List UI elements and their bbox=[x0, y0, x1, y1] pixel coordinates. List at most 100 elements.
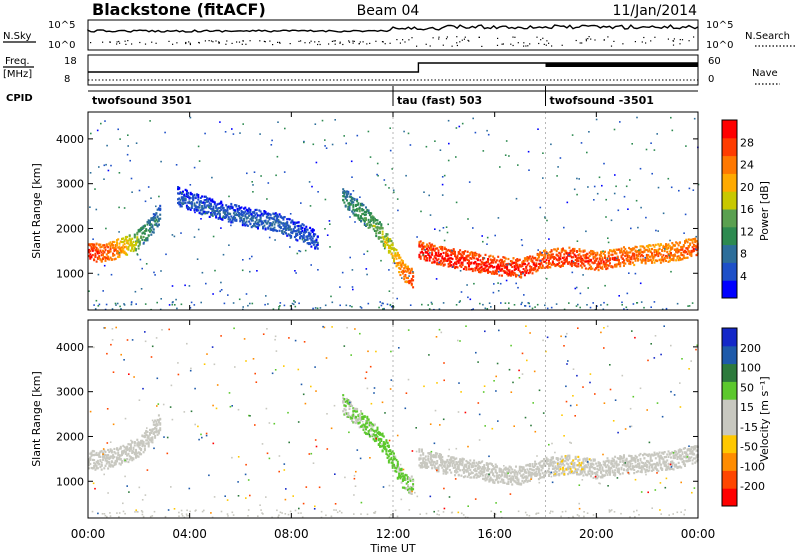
heatmap-cell bbox=[310, 241, 313, 244]
heatmap-cell bbox=[365, 268, 368, 270]
heatmap-cell bbox=[204, 195, 207, 198]
heatmap-cell bbox=[639, 249, 642, 252]
heatmap-cell bbox=[583, 256, 586, 259]
heatmap-cell bbox=[515, 477, 517, 480]
heatmap-cell bbox=[583, 470, 586, 473]
heatmap-cell bbox=[393, 259, 395, 262]
heatmap-cell bbox=[512, 477, 515, 480]
heatmap-cell bbox=[145, 433, 148, 436]
heatmap-cell bbox=[508, 302, 510, 304]
heatmap-cell bbox=[578, 249, 581, 252]
heatmap-cell bbox=[273, 226, 276, 229]
heatmap-cell bbox=[118, 455, 121, 458]
heatmap-cell bbox=[482, 471, 484, 474]
heatmap-cell bbox=[604, 250, 606, 253]
heatmap-cell bbox=[132, 240, 135, 243]
heatmap-cell bbox=[217, 217, 220, 220]
heatmap-cell bbox=[484, 475, 487, 478]
heatmap-cell bbox=[282, 218, 285, 221]
heatmap-cell bbox=[657, 252, 660, 256]
heatmap-cell bbox=[661, 256, 664, 259]
heatmap-cell bbox=[550, 256, 553, 259]
heatmap-cell bbox=[562, 470, 564, 473]
heatmap-cell bbox=[587, 186, 589, 188]
heatmap-cell bbox=[670, 258, 672, 261]
heatmap-cell bbox=[487, 466, 489, 469]
heatmap-cell bbox=[371, 433, 374, 436]
heatmap-cell bbox=[598, 253, 601, 256]
nsearch-point bbox=[188, 41, 190, 43]
heatmap-cell bbox=[572, 250, 575, 253]
heatmap-cell bbox=[502, 260, 505, 264]
heatmap-cell bbox=[470, 251, 473, 254]
heatmap-cell bbox=[193, 203, 196, 207]
heatmap-cell bbox=[403, 486, 406, 489]
heatmap-cell bbox=[645, 148, 648, 151]
heatmap-cell bbox=[107, 246, 110, 249]
heatmap-cell bbox=[572, 471, 575, 475]
heatmap-cell bbox=[617, 209, 620, 212]
heatmap-cell bbox=[279, 221, 282, 224]
heatmap-cell bbox=[441, 455, 444, 459]
cpid-segments: twofsound 3501 tau (fast) 503 twofsound -3… bbox=[88, 86, 698, 107]
heatmap-cell bbox=[412, 483, 415, 486]
heatmap-cell bbox=[494, 463, 497, 466]
heatmap-cell bbox=[590, 253, 592, 256]
heatmap-cell bbox=[213, 203, 216, 206]
heatmap-cell bbox=[379, 301, 381, 303]
heatmap-cell bbox=[422, 252, 425, 255]
heatmap-cell bbox=[93, 246, 96, 250]
nsearch-point bbox=[212, 41, 214, 43]
heatmap-cell bbox=[258, 220, 261, 223]
heatmap-cell bbox=[112, 455, 115, 458]
heatmap-cell bbox=[473, 257, 476, 260]
heatmap-cell bbox=[259, 133, 261, 135]
heatmap-cell bbox=[482, 466, 484, 469]
heatmap-cell bbox=[251, 302, 254, 305]
heatmap-cell bbox=[231, 218, 234, 222]
heatmap-cell bbox=[296, 239, 299, 242]
heatmap-cell bbox=[156, 301, 158, 304]
heatmap-cell bbox=[597, 269, 600, 272]
heatmap-cell bbox=[293, 230, 296, 233]
heatmap-cell bbox=[309, 232, 312, 235]
heatmap-cell bbox=[573, 462, 576, 465]
heatmap-cell bbox=[581, 258, 584, 262]
heatmap-cell bbox=[154, 216, 157, 219]
heatmap-cell bbox=[260, 223, 263, 226]
heatmap-cell bbox=[532, 257, 535, 260]
heatmap-cell bbox=[302, 236, 305, 239]
heatmap-cell bbox=[385, 450, 388, 453]
heatmap-cell bbox=[604, 256, 606, 259]
heatmap-cell bbox=[632, 303, 635, 305]
heatmap-cell bbox=[357, 217, 360, 220]
heatmap-cell bbox=[96, 129, 99, 132]
heatmap-cell bbox=[138, 243, 141, 246]
heatmap-cell bbox=[110, 464, 113, 467]
heatmap-cell bbox=[524, 305, 527, 307]
heatmap-cell bbox=[312, 243, 315, 246]
heatmap-cell bbox=[471, 267, 474, 271]
heatmap-cell bbox=[455, 262, 458, 265]
heatmap-cell bbox=[442, 469, 445, 473]
heatmap-cell bbox=[437, 253, 440, 256]
heatmap-cell bbox=[466, 284, 468, 286]
heatmap-cell bbox=[485, 477, 488, 480]
heatmap-cell bbox=[509, 472, 512, 475]
heatmap-cell bbox=[532, 269, 535, 272]
heatmap-cell bbox=[143, 447, 146, 450]
heatmap-cell bbox=[553, 467, 556, 470]
heatmap-cell bbox=[193, 304, 196, 306]
heatmap-cell bbox=[564, 467, 567, 470]
heatmap-cell bbox=[626, 258, 629, 261]
heatmap-cell bbox=[289, 237, 292, 239]
heatmap-cell bbox=[428, 242, 431, 245]
heatmap-cell bbox=[253, 224, 256, 227]
heatmap-cell bbox=[576, 177, 578, 180]
nsearch-point bbox=[459, 41, 461, 43]
heatmap-cell bbox=[384, 245, 387, 248]
heatmap-cell bbox=[626, 254, 629, 257]
heatmap-cell bbox=[292, 303, 295, 306]
heatmap-cell bbox=[588, 266, 591, 269]
heatmap-cell bbox=[559, 460, 562, 463]
